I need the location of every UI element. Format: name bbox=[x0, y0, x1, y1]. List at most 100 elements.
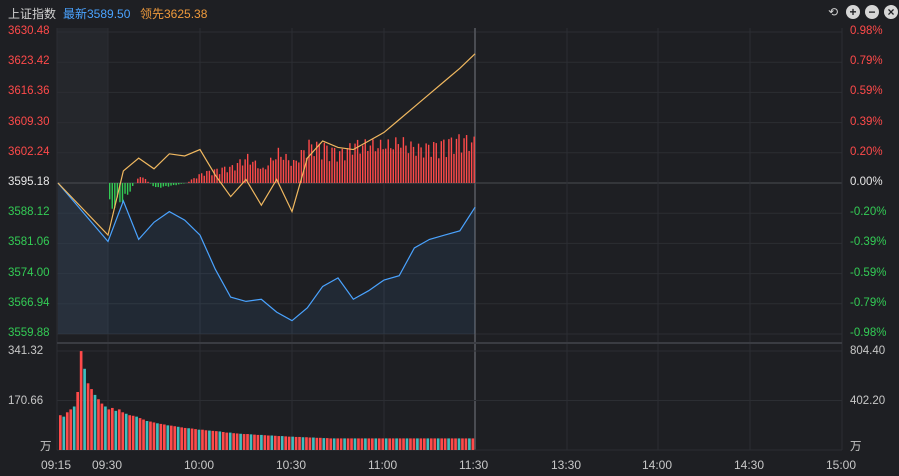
close-icon[interactable]: × bbox=[884, 5, 898, 19]
momentum-bar bbox=[241, 165, 244, 183]
momentum-bar bbox=[229, 166, 231, 183]
momentum-bar bbox=[387, 139, 389, 183]
volume-bar bbox=[128, 415, 131, 450]
momentum-bar bbox=[139, 177, 142, 183]
undo-icon[interactable]: ⟲ bbox=[827, 5, 839, 19]
volume-bar bbox=[152, 422, 156, 450]
latest-value: 最新3589.50 bbox=[63, 7, 131, 21]
volume-bar bbox=[322, 438, 326, 450]
volume-tick-label: 170.66 bbox=[8, 394, 44, 407]
momentum-bar bbox=[183, 183, 185, 184]
volume-bar bbox=[260, 434, 263, 450]
volume-bar bbox=[325, 438, 329, 450]
momentum-bar bbox=[157, 183, 159, 188]
volume-bar bbox=[273, 435, 277, 450]
momentum-bar bbox=[321, 159, 323, 183]
price-tick-label: 3566.94 bbox=[8, 296, 50, 309]
momentum-bar bbox=[175, 183, 177, 186]
momentum-bar bbox=[252, 161, 254, 183]
volume-bar bbox=[277, 436, 281, 450]
volume-bar bbox=[59, 415, 62, 450]
price-tick-label: 3559.88 bbox=[8, 327, 50, 339]
momentum-bar bbox=[354, 143, 356, 183]
momentum-bar bbox=[165, 183, 167, 186]
momentum-bar bbox=[400, 147, 402, 183]
price-tick-label: 3609.30 bbox=[8, 115, 50, 128]
momentum-bar bbox=[410, 141, 412, 183]
volume-bar bbox=[124, 413, 128, 450]
momentum-bar bbox=[460, 152, 463, 183]
zoom-in-icon[interactable]: + bbox=[846, 5, 860, 19]
momentum-bar bbox=[346, 148, 349, 183]
volume-bar bbox=[246, 434, 249, 450]
momentum-bar bbox=[440, 141, 443, 183]
price-area bbox=[58, 183, 475, 334]
momentum-bar bbox=[262, 167, 264, 183]
volume-bar bbox=[308, 437, 312, 450]
volume-bar bbox=[180, 427, 183, 450]
volume-bar bbox=[350, 438, 353, 450]
volume-bar bbox=[79, 351, 83, 450]
volume-bar bbox=[90, 389, 93, 450]
momentum-bar bbox=[290, 165, 292, 183]
momentum-bar bbox=[364, 139, 366, 183]
volume-bar bbox=[367, 438, 371, 450]
momentum-bar bbox=[172, 183, 175, 186]
volume-bar bbox=[395, 438, 398, 450]
volume-bar bbox=[315, 437, 319, 450]
momentum-bar bbox=[264, 169, 267, 183]
momentum-bar bbox=[470, 142, 473, 183]
momentum-bar bbox=[298, 162, 300, 183]
volume-bar bbox=[183, 427, 187, 450]
momentum-bar bbox=[270, 157, 272, 183]
momentum-bar bbox=[239, 159, 241, 183]
momentum-bar bbox=[147, 181, 149, 183]
volume-bar bbox=[405, 438, 409, 450]
price-tick-label: 3581.06 bbox=[8, 236, 50, 249]
volume-bar bbox=[142, 419, 145, 450]
volume-bar bbox=[398, 438, 402, 450]
volume-bar bbox=[357, 438, 360, 450]
percent-tick-label: -0.39% bbox=[850, 236, 887, 249]
percent-tick-label: 0.20% bbox=[850, 145, 883, 158]
momentum-bar bbox=[438, 158, 440, 183]
momentum-bar bbox=[216, 168, 218, 183]
percent-tick-label: 0.59% bbox=[850, 85, 883, 98]
momentum-bar bbox=[415, 155, 417, 183]
volume-bar bbox=[159, 423, 163, 450]
volume-bar bbox=[343, 438, 346, 450]
momentum-bar bbox=[316, 141, 318, 183]
volume-bar bbox=[377, 438, 381, 450]
volume-bar bbox=[249, 434, 253, 450]
momentum-bar bbox=[231, 165, 234, 183]
price-tick-label: 3616.36 bbox=[8, 85, 50, 98]
momentum-bar bbox=[142, 177, 144, 183]
volume-bar bbox=[173, 426, 177, 450]
momentum-bar bbox=[211, 175, 213, 183]
momentum-bar bbox=[328, 161, 331, 183]
price-tick-label: 3574.00 bbox=[8, 266, 50, 279]
time-tick-label: 14:00 bbox=[642, 458, 673, 472]
volume-bar bbox=[62, 416, 66, 450]
zoom-out-icon[interactable]: − bbox=[865, 5, 879, 19]
volume-bar bbox=[263, 435, 267, 450]
volume-bar bbox=[301, 437, 305, 450]
momentum-bar bbox=[206, 171, 208, 183]
volume-bar bbox=[218, 431, 222, 450]
momentum-bar bbox=[318, 143, 320, 183]
chart-header: 上证指数 最新3589.50 领先3625.38 ⟲ + − × bbox=[0, 0, 899, 24]
momentum-bar bbox=[254, 160, 257, 183]
momentum-bar bbox=[374, 151, 377, 183]
volume-bar bbox=[121, 412, 125, 450]
index-title: 上证指数 bbox=[8, 7, 57, 21]
momentum-bar bbox=[433, 141, 435, 183]
volume-bar bbox=[391, 438, 395, 450]
volume-bar bbox=[256, 434, 260, 450]
momentum-bar bbox=[425, 143, 427, 183]
momentum-bar bbox=[267, 165, 269, 183]
volume-bar bbox=[201, 429, 204, 450]
percent-tick-label: 0.00% bbox=[850, 176, 883, 188]
volume-bar bbox=[294, 436, 298, 450]
volume-tick-label-right: 804.40 bbox=[850, 345, 886, 357]
